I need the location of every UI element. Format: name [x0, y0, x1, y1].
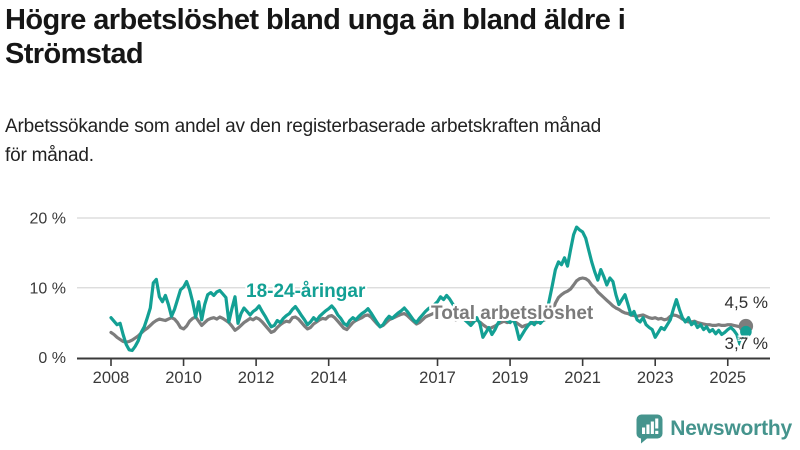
exclamation-dot — [655, 430, 659, 434]
bar-small — [642, 427, 646, 434]
chart-subtitle-line2: för månad. — [5, 145, 94, 167]
x-axis-label: 2012 — [238, 369, 275, 387]
x-axis-label: 2025 — [709, 369, 746, 387]
chart-subtitle-line1: Arbetssökande som andel av den registerb… — [5, 116, 602, 137]
newsworthy-logo[interactable]: Newsworthy — [636, 414, 792, 444]
x-axis-label: 2010 — [165, 369, 202, 387]
series-label-total: Total arbetslöshet — [431, 303, 594, 324]
exclamation-bar — [655, 418, 659, 429]
y-axis-label: 20 % — [30, 211, 66, 228]
chart-subtitle: Arbetssökande som andel av den registerb… — [5, 112, 795, 171]
series-label-young: 18-24-åringar — [246, 281, 366, 302]
x-axis-label: 2014 — [310, 369, 347, 387]
series-line-young — [109, 225, 748, 353]
x-axis-label: 2021 — [564, 369, 601, 387]
series-line-total — [109, 276, 748, 344]
end-dot-young — [740, 325, 752, 338]
x-axis-label: 2023 — [637, 369, 674, 387]
x-axis-label: 2008 — [93, 369, 130, 387]
y-axis-label: 0 % — [38, 350, 66, 367]
newsworthy-bubble-icon — [636, 414, 663, 444]
end-value-label-young: 3,7 % — [724, 334, 768, 353]
bar-large — [651, 421, 655, 434]
page-title: Högre arbetslöshet bland unga än bland ä… — [5, 4, 626, 70]
y-axis-label: 10 % — [30, 280, 66, 297]
newsworthy-wordmark: Newsworthy — [670, 417, 792, 440]
x-axis-label: 2017 — [419, 369, 456, 387]
end-value-label-total: 4,5 % — [724, 293, 768, 312]
bar-medium — [646, 424, 650, 434]
x-axis-label: 2019 — [492, 369, 529, 387]
